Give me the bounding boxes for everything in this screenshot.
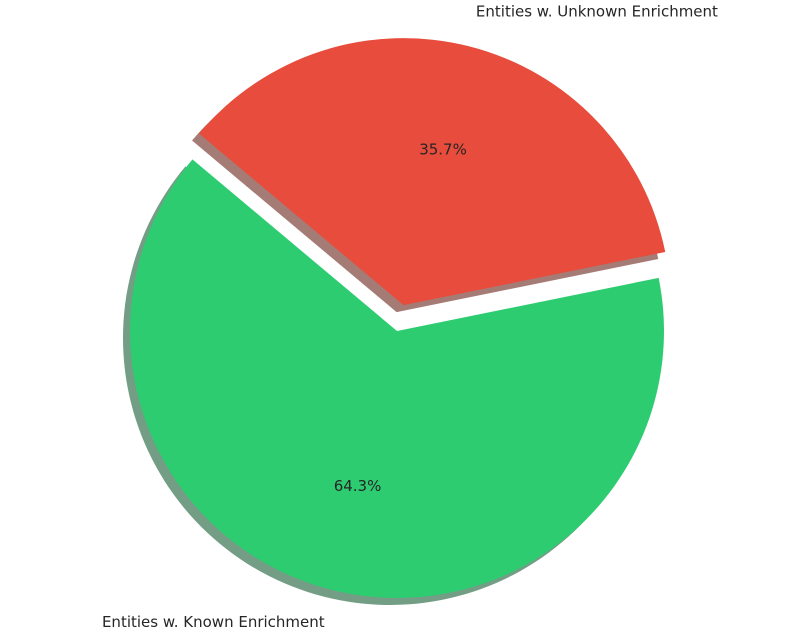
slice-entities-w-unknown-enrichment bbox=[199, 38, 666, 306]
slice-label-entities-w-known-enrichment: Entities w. Known Enrichment bbox=[102, 613, 325, 631]
slice-label-entities-w-unknown-enrichment: Entities w. Unknown Enrichment bbox=[476, 2, 718, 20]
slice-entities-w-known-enrichment bbox=[129, 159, 664, 599]
percent-label-entities-w-known-enrichment: 64.3% bbox=[334, 477, 382, 495]
label-layer: 64.3% Entities w. Known Enrichment 35.7% En… bbox=[102, 2, 718, 630]
slice-layer bbox=[129, 38, 666, 599]
percent-label-entities-w-unknown-enrichment: 35.7% bbox=[419, 140, 467, 158]
